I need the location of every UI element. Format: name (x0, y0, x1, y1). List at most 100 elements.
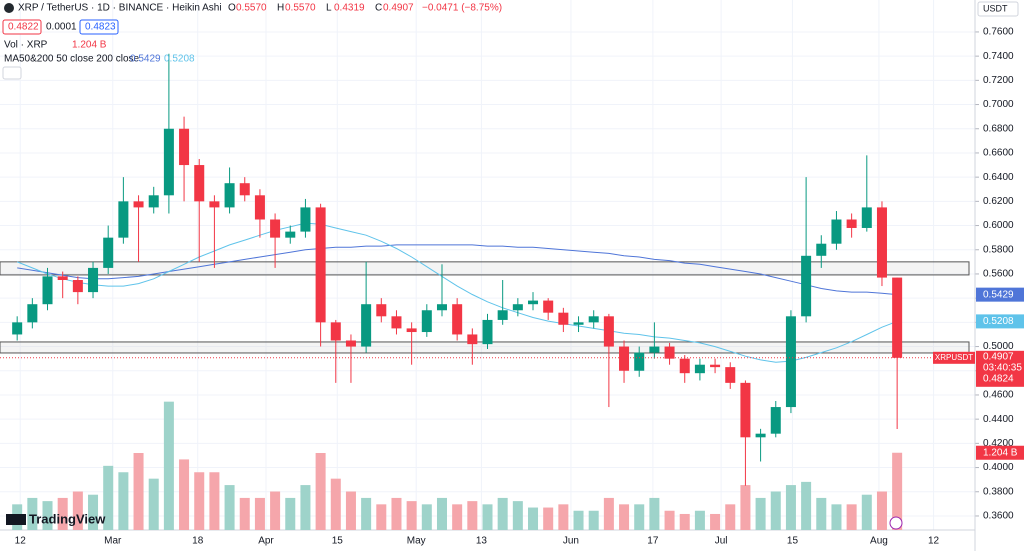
candle-body (391, 316, 402, 329)
candle-body (679, 358, 690, 374)
logo: TradingView (29, 511, 106, 526)
volume-bar (42, 501, 53, 530)
candle-body (12, 322, 23, 335)
candle-body (846, 219, 857, 228)
ma-value: 0.5429 (130, 54, 161, 65)
candle-body (315, 207, 326, 323)
ohlc-value: 0.5570 (236, 3, 267, 14)
volume-bar (588, 510, 599, 530)
bid: 0.4822 (8, 22, 39, 33)
ohlc-value: 0.4319 (334, 3, 365, 14)
symbol-title: XRP / TetherUS · 1D · BINANCE · Heikin A… (18, 3, 222, 14)
volume-bar (254, 497, 265, 530)
volume-bar (664, 510, 675, 530)
ma-label-box (976, 314, 1024, 329)
volume-bar (300, 485, 311, 530)
volume-bar (679, 513, 690, 530)
x-tick-label: Jun (563, 536, 579, 547)
candle-body (664, 346, 675, 359)
candle-body (876, 207, 887, 278)
ma-line (17, 244, 898, 296)
y-tick-label: 0.5600 (983, 269, 1014, 280)
ohlc-key: C (375, 3, 382, 14)
volume-bar (725, 504, 736, 530)
y-tick-label: 0.6200 (983, 196, 1014, 207)
bid-box (2, 19, 42, 35)
volume-bar (27, 497, 38, 530)
candle-body (588, 316, 599, 323)
candle-body (406, 328, 417, 333)
y-tick-label: 0.7400 (983, 51, 1014, 62)
volume-label-box (976, 445, 1024, 460)
volume-bar (801, 481, 812, 530)
ma-value: 0.5208 (164, 54, 195, 65)
volume-bar (436, 497, 447, 530)
candle-body (452, 304, 463, 335)
candle-body (785, 316, 796, 408)
candle-body (270, 219, 281, 238)
ma-title: MA50&200 50 close 200 close (4, 54, 140, 65)
y-tick-label: 0.4400 (983, 414, 1014, 425)
y-tick-label: 0.6000 (983, 220, 1014, 231)
volume-bar (179, 459, 190, 530)
y-tick-label: 0.4200 (983, 438, 1014, 449)
price-bid: 0.4824 (983, 373, 1014, 384)
x-tick-label: Jul (715, 536, 728, 547)
candle-body (194, 165, 205, 202)
ma-last-label: 0.5208 (983, 316, 1014, 327)
goto-button[interactable] (889, 516, 903, 530)
candle-body (482, 319, 493, 345)
y-tick-label: 0.6800 (983, 123, 1014, 134)
candle-body (179, 128, 190, 166)
candle-body (209, 201, 220, 208)
volume-bar (452, 504, 463, 530)
x-tick-label: May (407, 536, 426, 547)
candle-body (543, 300, 554, 313)
ohlc-value: 0.4907 (383, 3, 414, 14)
volume-last-label: 1.204 B (983, 447, 1018, 458)
y-tick-label: 0.3800 (983, 486, 1014, 497)
candle-body (558, 312, 569, 325)
price-symbol-box (933, 351, 975, 364)
ma-last-label: 0.5429 (983, 289, 1014, 300)
volume-bar (163, 401, 174, 530)
volume-bar (88, 494, 99, 530)
currency-box[interactable] (977, 1, 1019, 17)
candle-body (57, 276, 68, 281)
volume-bar (528, 507, 539, 530)
logo-mark (6, 514, 26, 525)
volume-bar (649, 497, 660, 530)
ask-box (79, 19, 119, 35)
y-tick-label: 0.7200 (983, 75, 1014, 86)
x-tick-label: Mar (104, 536, 122, 547)
candle-body (436, 304, 447, 311)
collapse-button[interactable] (2, 66, 22, 80)
y-tick-label: 0.3600 (983, 511, 1014, 522)
x-tick-label: 15 (332, 536, 344, 547)
candle-body (376, 304, 387, 317)
x-tick-label: 13 (476, 536, 488, 547)
candle-body (831, 219, 842, 244)
volume-bar (634, 504, 645, 530)
change: −0.0471 (−8.75%) (422, 3, 502, 14)
candle-body (467, 334, 478, 345)
candle-body (634, 352, 645, 371)
symbol-icon (4, 3, 14, 13)
ask: 0.4823 (85, 22, 116, 33)
candle-body (755, 433, 766, 438)
candle-body (330, 322, 341, 341)
candle-body (118, 201, 129, 238)
x-tick-label: 12 (928, 536, 940, 547)
currency[interactable]: USDT (983, 3, 1008, 13)
candle-body (573, 322, 584, 325)
candle-body (103, 237, 114, 268)
volume-bar (543, 507, 554, 530)
vol-title: Vol · XRP (4, 40, 48, 51)
volume-bar (361, 497, 372, 530)
candle-body (163, 128, 174, 196)
candle-body (497, 310, 508, 320)
candle-body (861, 207, 872, 228)
volume-bar (330, 478, 341, 530)
candle-body (224, 183, 235, 208)
